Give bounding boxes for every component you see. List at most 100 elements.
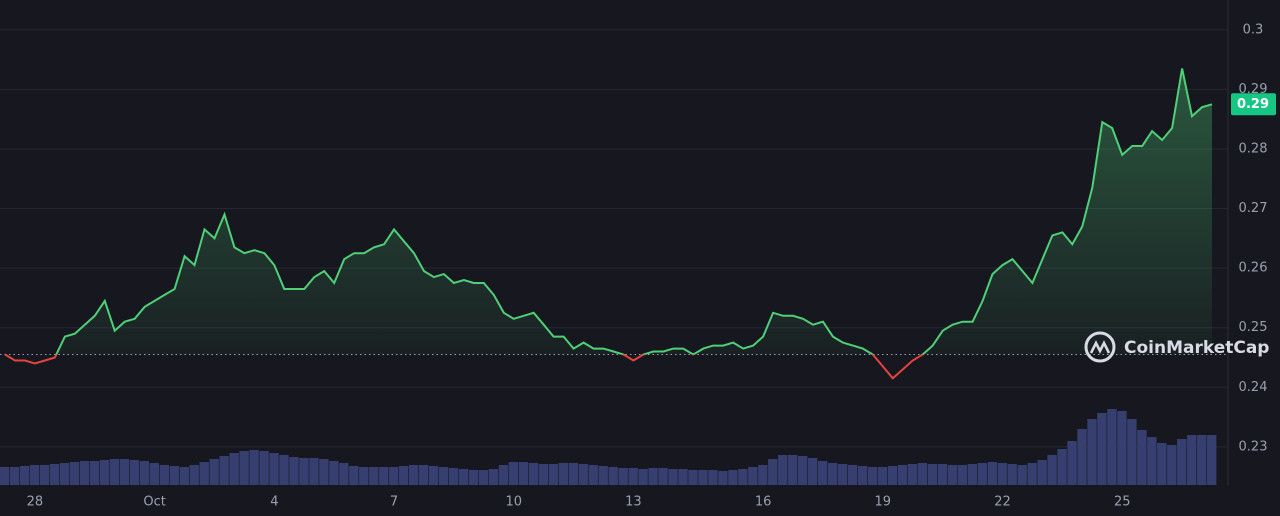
- volume-bar: [768, 459, 778, 485]
- volume-bar: [79, 461, 90, 485]
- y-tick-label: 0.27: [1239, 201, 1268, 216]
- volume-bar: [857, 466, 868, 485]
- x-tick-label: 7: [390, 495, 398, 510]
- volume-bar: [19, 466, 30, 485]
- volume-bar: [99, 460, 110, 485]
- x-tick-label: 25: [1114, 495, 1131, 510]
- volume-bar: [49, 464, 60, 485]
- volume-bar: [189, 465, 199, 485]
- volume-bar: [967, 464, 977, 485]
- volume-bar: [578, 464, 588, 485]
- watermark-text: CoinMarketCap: [1124, 338, 1269, 358]
- volume-bar: [947, 465, 958, 485]
- volume-bar: [668, 469, 678, 485]
- volume-bar: [69, 462, 80, 485]
- volume-bar: [309, 458, 319, 485]
- volume-bar: [608, 467, 618, 485]
- volume-bar: [478, 470, 489, 485]
- volume-bar: [698, 470, 708, 485]
- volume-bar: [997, 463, 1007, 485]
- volume-bar: [738, 469, 748, 485]
- volume-bar: [917, 463, 928, 485]
- volume-bar: [518, 462, 529, 485]
- volume-bar: [1067, 441, 1077, 485]
- volume-bar: [249, 450, 259, 485]
- volume-bar: [159, 465, 169, 485]
- volume-bar: [389, 467, 399, 485]
- volume-bar: [977, 463, 987, 485]
- volume-bar: [937, 464, 948, 485]
- volume-bar: [538, 464, 549, 485]
- volume-bar: [1107, 409, 1117, 485]
- volume-bar: [359, 467, 369, 485]
- volume-bar: [1137, 430, 1147, 485]
- volume-bar: [1007, 464, 1017, 485]
- y-tick-label: 0.24: [1239, 380, 1268, 395]
- volume-bar: [418, 465, 429, 485]
- volume-bar: [199, 462, 209, 485]
- volume-bar: [488, 469, 499, 485]
- volume-bar: [59, 463, 70, 485]
- volume-bar: [39, 465, 50, 485]
- volume-bar: [239, 451, 249, 485]
- volume-bar: [718, 471, 728, 485]
- volume-bar: [1087, 419, 1097, 485]
- volume-bar: [1127, 419, 1137, 485]
- volume-bar: [259, 451, 269, 485]
- volume-bar: [1057, 449, 1067, 485]
- x-tick-label: 4: [270, 495, 278, 510]
- x-tick-label: 19: [875, 495, 892, 510]
- volume-bar: [658, 468, 668, 485]
- y-tick-label: 0.23: [1239, 439, 1268, 454]
- volume-bar: [927, 464, 938, 485]
- price-line: [4, 68, 1213, 355]
- volume-bar: [508, 462, 519, 485]
- volume-bar: [269, 453, 279, 485]
- volume-bar: [179, 467, 189, 485]
- price-area: [5, 68, 1212, 355]
- volume-bar: [468, 470, 479, 485]
- volume-bar: [887, 466, 898, 485]
- x-tick-label: 10: [505, 495, 522, 510]
- volume-bar: [568, 463, 578, 485]
- volume-bar: [1037, 460, 1047, 485]
- volume-bar: [209, 459, 219, 485]
- volume-bar: [1197, 435, 1207, 485]
- volume-bar: [498, 465, 509, 485]
- volume-bar: [778, 455, 788, 485]
- volume-bar: [29, 465, 40, 485]
- volume-bar: [758, 465, 768, 485]
- volume-bar: [1117, 411, 1127, 485]
- volume-bar: [618, 468, 628, 485]
- volume-bar: [149, 463, 160, 485]
- x-tick-label: Oct: [143, 495, 165, 510]
- volume-bar: [1097, 413, 1107, 485]
- volume-bar: [987, 462, 997, 485]
- volume-bar: [219, 456, 229, 485]
- volume-bar: [1207, 435, 1217, 485]
- volume-bar: [877, 467, 888, 485]
- volume-bar: [598, 466, 608, 485]
- y-tick-label: 0.26: [1239, 261, 1268, 276]
- volume-bar: [688, 470, 698, 485]
- volume-bar: [1157, 443, 1167, 485]
- x-tick-label: 16: [755, 495, 772, 510]
- volume-bar: [9, 467, 20, 485]
- volume-bar: [628, 468, 638, 485]
- volume-bar: [1187, 435, 1197, 485]
- y-tick-label: 0.28: [1239, 141, 1268, 156]
- volume-bar: [837, 464, 848, 485]
- volume-bar: [788, 455, 798, 485]
- volume-bar: [897, 465, 908, 485]
- volume-bar: [448, 468, 459, 485]
- volume-bar: [299, 458, 309, 485]
- x-tick-label: 22: [994, 495, 1011, 510]
- volume-bar: [458, 469, 469, 485]
- volume-bar: [119, 459, 130, 485]
- volume-bar: [379, 467, 389, 485]
- volume-bar: [169, 466, 179, 485]
- volume-bar: [0, 467, 10, 485]
- y-tick-label: 0.25: [1239, 320, 1268, 335]
- volume-bar: [329, 461, 339, 485]
